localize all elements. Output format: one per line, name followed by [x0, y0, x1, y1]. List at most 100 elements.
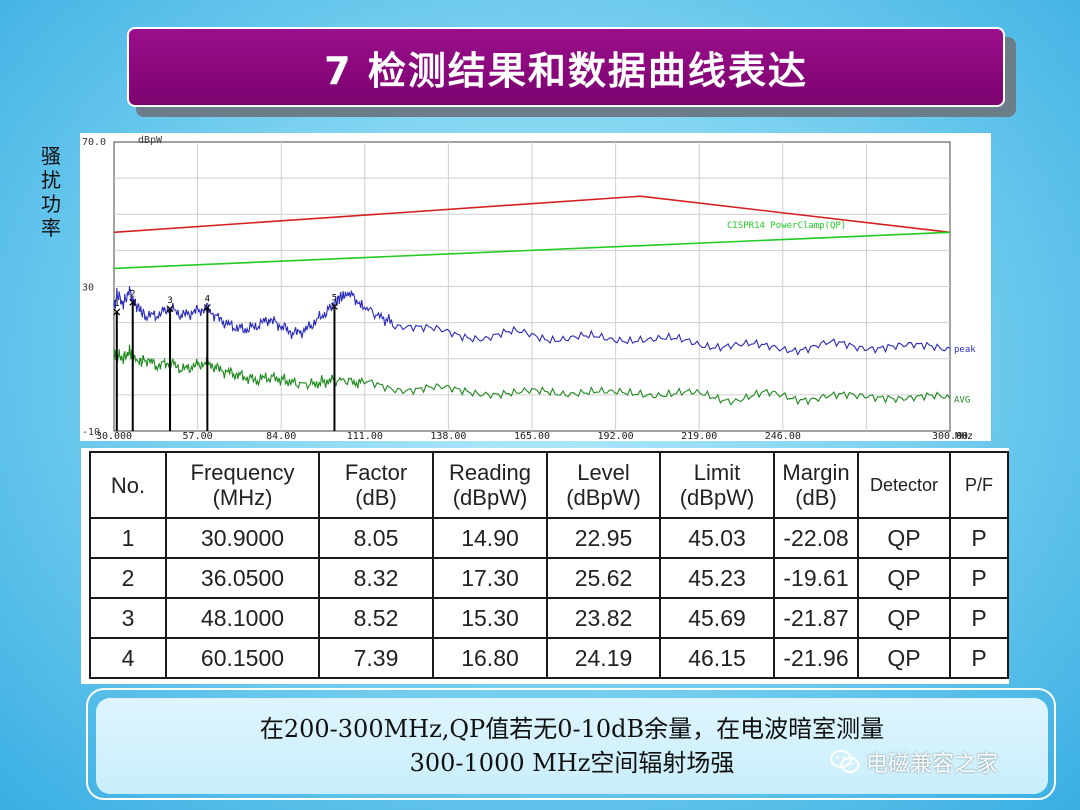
- marker-cross: [113, 308, 121, 316]
- table-cell: -19.61: [773, 557, 859, 599]
- marker-cross: [129, 298, 137, 306]
- note-line-1: 在200-300MHz,QP值若无0-10dB余量，在电波暗室测量: [259, 715, 885, 743]
- y-unit-label: dBpW: [138, 135, 163, 146]
- table-row: 2 36.0500 8.32 17.30 25.62 45.23 -19.61 QP P: [89, 557, 1009, 599]
- marker-label: 3: [167, 296, 172, 306]
- table-header-cell: Margin (dB): [773, 451, 859, 519]
- avg-trace: [113, 344, 951, 406]
- limit-annotation: CISPR14 PowerClamp(QP): [727, 221, 846, 231]
- wechat-icon: [830, 750, 860, 773]
- table-cell: -21.87: [773, 597, 859, 639]
- table-cell: -22.08: [773, 517, 859, 559]
- slide-title: 7 检测结果和数据曲线表达: [324, 48, 808, 93]
- table-header-row: No. Frequency (MHz) Factor (dB) Reading (dBpW)…: [89, 451, 1009, 519]
- note-frame: [86, 688, 1056, 800]
- table-cell: 30.9000: [165, 517, 320, 559]
- x-tick-label: 84.00: [266, 431, 296, 441]
- note-panel: 在200-300MHz,QP值若无0-10dB余量，在电波暗室测量 300-10…: [96, 698, 1048, 794]
- table-cell: 25.62: [546, 557, 661, 599]
- x-tick-label: 165.00: [514, 431, 550, 441]
- results-table-panel: No. Frequency (MHz) Factor (dB) Reading (dBpW)…: [81, 448, 1009, 684]
- y-tick-label: -10: [82, 427, 100, 438]
- table-cell: 46.15: [659, 637, 775, 679]
- title-banner: 7 检测结果和数据曲线表达: [127, 27, 1005, 107]
- table-cell: QP: [857, 637, 951, 679]
- table-cell: 22.95: [546, 517, 661, 559]
- limit-line-qp: [113, 195, 951, 234]
- results-table: No. Frequency (MHz) Factor (dB) Reading (dBpW)…: [89, 451, 1009, 679]
- table-header-cell: P/F: [949, 451, 1009, 519]
- table-cell: P: [949, 557, 1009, 599]
- table-cell: QP: [857, 597, 951, 639]
- table-header-cell: Factor (dB): [318, 451, 434, 519]
- table-cell: P: [949, 637, 1009, 679]
- table-cell: -21.96: [773, 637, 859, 679]
- marker-label: 2: [130, 289, 135, 299]
- x-tick-label: 219.00: [681, 431, 717, 441]
- y-axis-side-label: 骚扰功率: [41, 144, 61, 240]
- marker-label: 4: [205, 294, 210, 304]
- table-cell: 16.80: [432, 637, 548, 679]
- table-cell: 2: [89, 557, 167, 599]
- x-tick-label: 192.00: [598, 431, 634, 441]
- marker-cross: [331, 302, 338, 310]
- table-cell: 45.23: [659, 557, 775, 599]
- peak-trace: [113, 286, 951, 357]
- marker-label: 5: [332, 293, 337, 303]
- table-cell: 24.19: [546, 637, 661, 679]
- table-cell: 7.39: [318, 637, 434, 679]
- table-cell: P: [949, 517, 1009, 559]
- table-body: 1 30.9000 8.05 14.90 22.95 45.03 -22.08 QP P 2 36.…: [89, 517, 1009, 679]
- marker-label: 1: [114, 299, 119, 309]
- watermark-text: 电磁兼容之家: [866, 752, 999, 777]
- chart-series: [113, 195, 951, 406]
- table-header-cell: No.: [89, 451, 167, 519]
- emission-chart: 1 2 3 4 5 70.0 30 -10 dBpW 30.000 57.00 84.00 111.0…: [80, 133, 991, 441]
- chart-labels: 70.0 30 -10 dBpW 30.000 57.00 84.00 111.00 138.0…: [82, 135, 976, 441]
- table-cell: 23.82: [546, 597, 661, 639]
- table-cell: 60.1500: [165, 637, 320, 679]
- table-header-cell: Level (dBpW): [546, 451, 661, 519]
- x-tick-label: 111.00: [347, 431, 383, 441]
- x-tick-label: 30.000: [96, 431, 132, 441]
- chart-grid: [113, 141, 951, 432]
- table-cell: 4: [89, 637, 167, 679]
- table-header-cell: Limit (dBpW): [659, 451, 775, 519]
- table-row: 3 48.1000 8.52 15.30 23.82 45.69 -21.87 QP P: [89, 597, 1009, 639]
- table-header-cell: Detector: [857, 451, 951, 519]
- table-cell: 8.05: [318, 517, 434, 559]
- table-header-cell: Reading (dBpW): [432, 451, 548, 519]
- y-tick-label: 70.0: [82, 137, 106, 148]
- avg-trace-label: AVG: [954, 395, 970, 405]
- table-cell: 14.90: [432, 517, 548, 559]
- table-cell: 1: [89, 517, 167, 559]
- table-cell: 17.30: [432, 557, 548, 599]
- table-cell: QP: [857, 517, 951, 559]
- emission-chart-svg: 1 2 3 4 5 70.0 30 -10 dBpW 30.000 57.00 84.00 111.0…: [82, 135, 976, 441]
- x-tick-label: 57.00: [183, 431, 213, 441]
- chart-markers: 1 2 3 4 5: [113, 289, 338, 431]
- table-cell: 36.0500: [165, 557, 320, 599]
- note-line-2: 300-1000 MHz空间辐射场强: [409, 749, 735, 777]
- marker-cross: [166, 305, 174, 313]
- limit-line-avg: [113, 231, 951, 270]
- peak-trace-label: peak: [954, 345, 976, 355]
- x-tick-label: 138.00: [430, 431, 466, 441]
- table-row: 1 30.9000 8.05 14.90 22.95 45.03 -22.08 QP P: [89, 517, 1009, 559]
- table-cell: QP: [857, 557, 951, 599]
- table-cell: 45.69: [659, 597, 775, 639]
- table-header-cell: Frequency (MHz): [165, 451, 320, 519]
- table-cell: 48.1000: [165, 597, 320, 639]
- watermark: 电磁兼容之家: [830, 744, 998, 780]
- x-unit-label: MHz: [955, 431, 973, 441]
- table-cell: 15.30: [432, 597, 548, 639]
- marker-cross: [203, 304, 211, 311]
- table-row: 4 60.1500 7.39 16.80 24.19 46.15 -21.96 QP P: [89, 637, 1009, 679]
- table-cell: 45.03: [659, 517, 775, 559]
- y-tick-label: 30: [82, 283, 94, 294]
- table-cell: 3: [89, 597, 167, 639]
- x-tick-label: 246.00: [765, 431, 801, 441]
- table-cell: P: [949, 597, 1009, 639]
- table-cell: 8.32: [318, 557, 434, 599]
- table-cell: 8.52: [318, 597, 434, 639]
